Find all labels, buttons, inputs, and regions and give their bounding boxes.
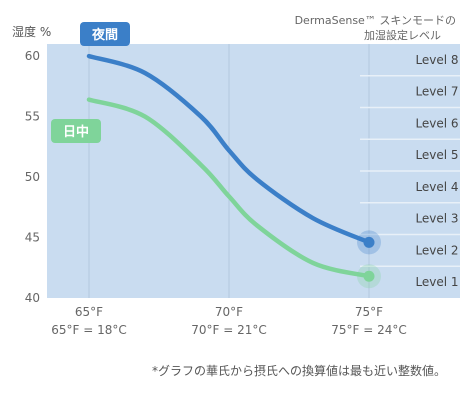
x-tick-label: 75°F <box>355 305 383 319</box>
x-tick-label: 65°F <box>75 305 103 319</box>
level-label: Level 2 <box>415 243 458 257</box>
level-label: Level 5 <box>415 148 458 162</box>
series-lines <box>86 53 381 289</box>
x-tick-celsius-label: 75°F = 24°C <box>331 323 407 337</box>
y-tick-label: 60 <box>25 49 40 63</box>
level-legend-title-line1: DermaSense™ スキンモードの <box>295 14 456 27</box>
endpoint-dot <box>363 270 375 282</box>
y-tick-label: 40 <box>25 291 40 305</box>
conversion-footnote: *グラフの華氏から摂氏への換算値は最も近い整数値。 <box>152 363 446 378</box>
y-tick-label: 55 <box>25 110 40 124</box>
x-tick-celsius-label: 65°F = 18°C <box>51 323 127 337</box>
series-line <box>86 53 372 245</box>
y-tick-label: 50 <box>25 170 40 184</box>
level-label: Level 7 <box>415 85 458 99</box>
level-legend-title-line2: 加湿設定レベル <box>364 28 441 42</box>
level-label: Level 8 <box>415 53 458 67</box>
x-tick-label: 70°F <box>215 305 243 319</box>
series-badge-label: 日中 <box>63 124 89 140</box>
series-badge-label: 夜間 <box>91 27 118 43</box>
level-label: Level 3 <box>415 212 458 226</box>
series-badge <box>51 119 101 143</box>
level-label: Level 4 <box>415 180 458 194</box>
y-axis-title: 湿度 % <box>12 24 51 39</box>
series-line <box>86 97 372 279</box>
y-tick-label: 45 <box>25 231 40 245</box>
axis-labels: 60 55 50 45 40 65°F 65°F = 18°C 70°F 70°F = 21°C… <box>25 49 407 337</box>
endpoint-dot <box>363 236 375 248</box>
series-badge <box>80 22 130 46</box>
level-label: Level 6 <box>415 116 458 130</box>
level-bands: Level 8 Level 7 Level 6 Level 5 Level 4 Level… <box>360 53 460 289</box>
x-tick-celsius-label: 70°F = 21°C <box>191 323 267 337</box>
level-label: Level 1 <box>415 275 458 289</box>
